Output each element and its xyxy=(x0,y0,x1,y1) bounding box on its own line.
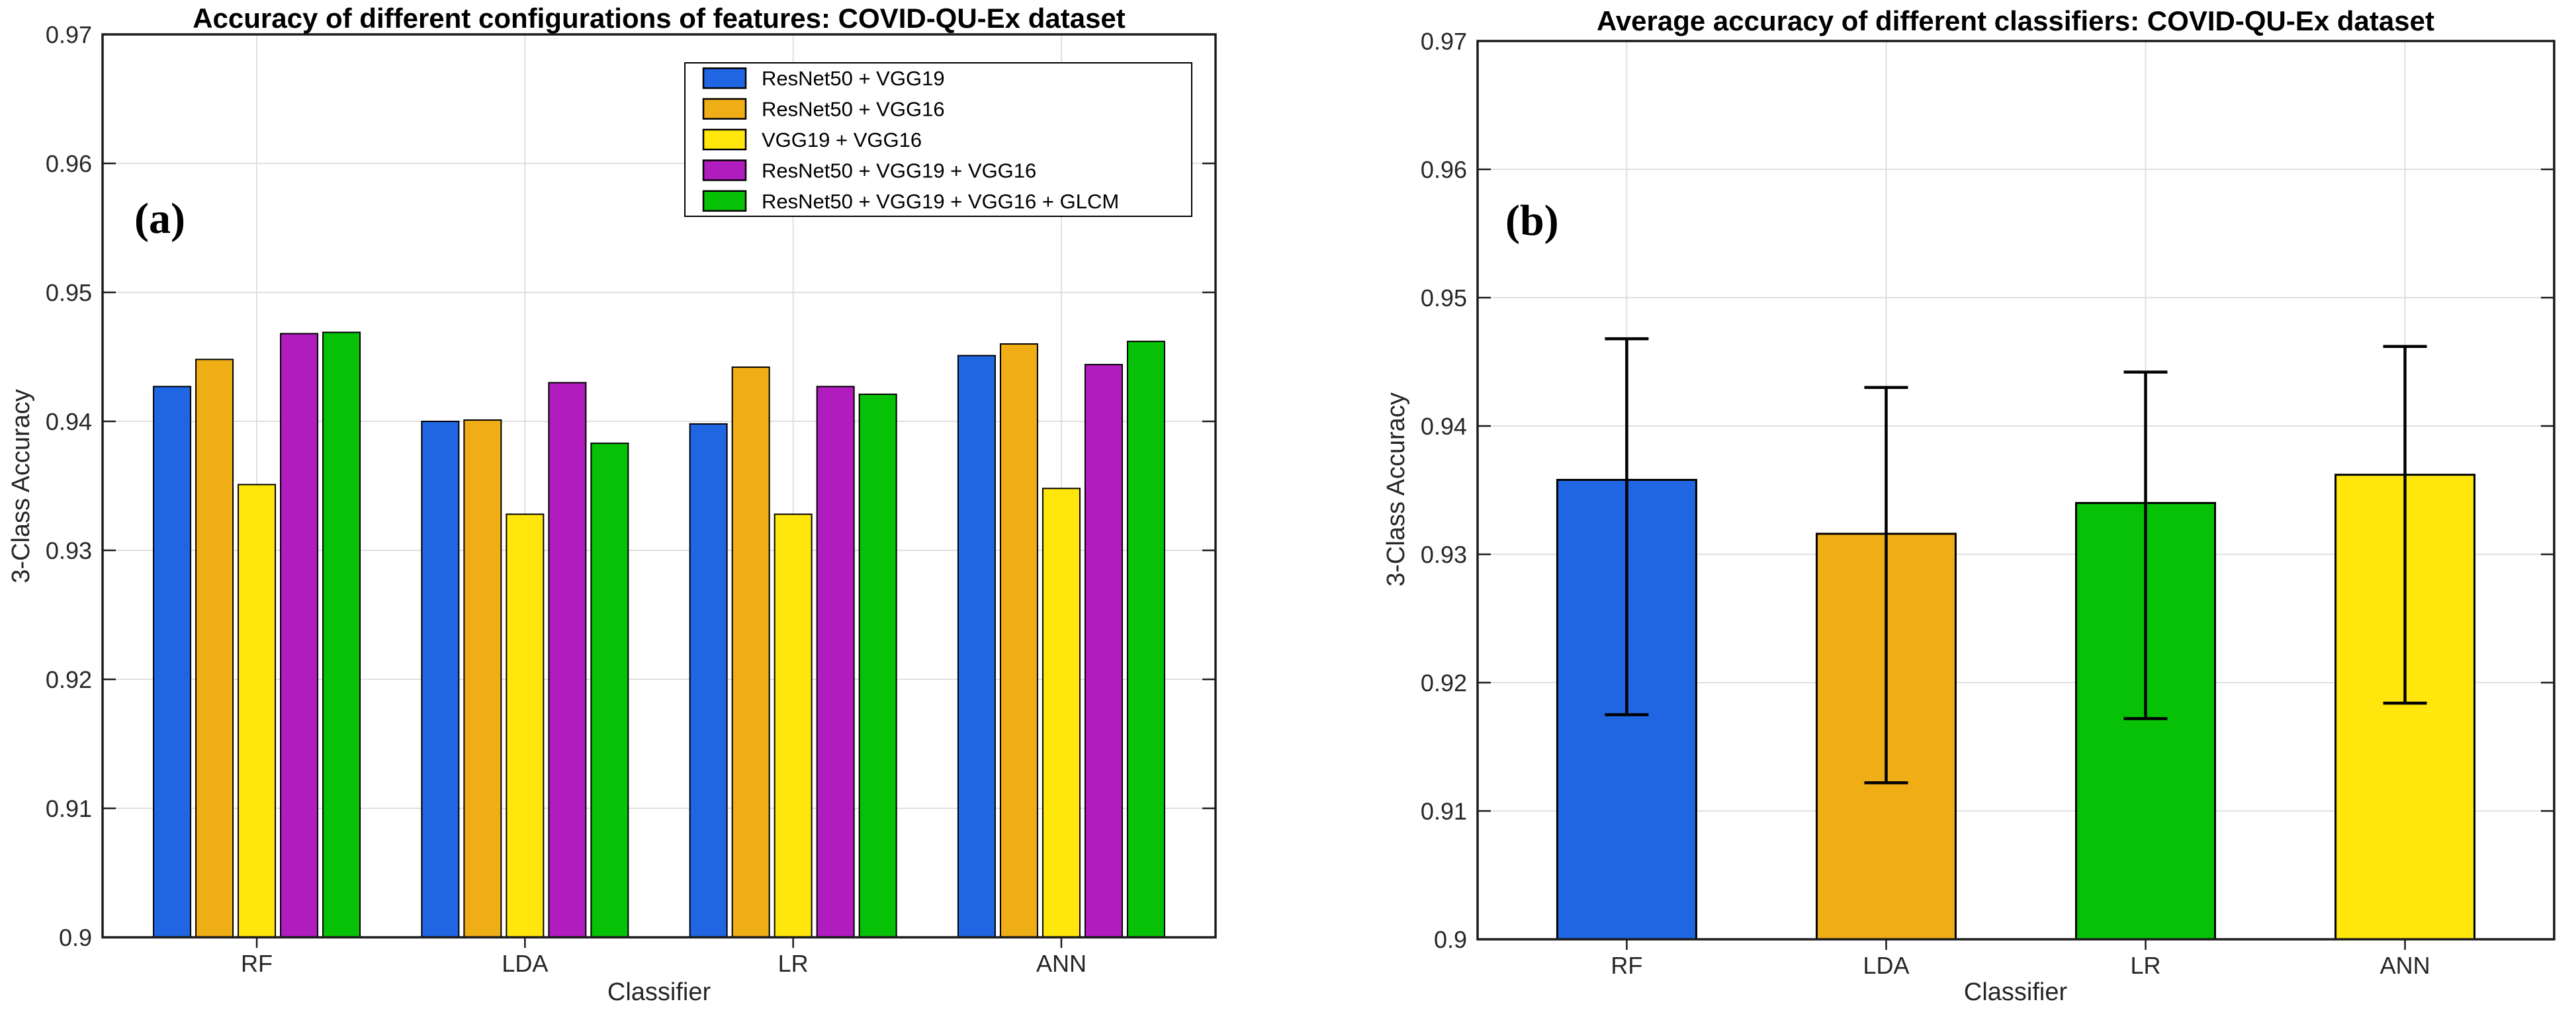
x-tick-label: ANN xyxy=(1036,950,1087,977)
bar xyxy=(957,355,996,938)
bar xyxy=(1042,488,1081,938)
bar xyxy=(590,443,629,938)
bar xyxy=(153,386,192,938)
panel-b-title: Average accuracy of different classifier… xyxy=(1597,5,2434,36)
y-tick-label: 0.95 xyxy=(46,279,92,306)
legend-entry-label: VGG19 + VGG16 xyxy=(762,128,922,151)
panel-a-y-axis-label: 3-Class Accuracy xyxy=(7,389,35,583)
panel-b-y-axis-label: 3-Class Accuracy xyxy=(1382,392,1410,587)
legend-swatch xyxy=(702,128,747,151)
y-tick-label: 0.96 xyxy=(46,150,92,177)
x-tick-label: LR xyxy=(778,950,809,977)
legend-swatch xyxy=(702,159,747,181)
bar xyxy=(421,421,460,938)
y-tick-label: 0.91 xyxy=(46,795,92,822)
panel-a-annotation: (a) xyxy=(134,194,185,243)
x-tick-label: ANN xyxy=(2380,952,2430,979)
x-tick-label: LR xyxy=(2131,952,2161,979)
legend-entry-label: ResNet50 + VGG19 + VGG16 xyxy=(762,159,1036,182)
bar xyxy=(548,382,587,938)
y-tick-label: 0.91 xyxy=(1421,798,1467,825)
bar xyxy=(238,484,277,938)
bar xyxy=(689,423,728,938)
panel-a-plot-border xyxy=(101,33,1217,939)
y-tick-label: 0.95 xyxy=(1421,284,1467,312)
legend-swatch xyxy=(702,98,747,120)
bar xyxy=(999,343,1038,938)
y-tick-label: 0.96 xyxy=(1421,156,1467,183)
bar xyxy=(506,513,545,938)
y-tick-label: 0.9 xyxy=(1434,926,1467,953)
panel-a-bars xyxy=(153,331,1165,938)
y-tick-label: 0.92 xyxy=(1421,669,1467,697)
bar xyxy=(195,359,234,938)
panel-b: 0.9 0.91 0.92 0.93 0.94 0.95 0.96 0.97 RF LDA LR AN… xyxy=(1382,5,2555,1006)
bar xyxy=(731,366,770,938)
panel-b-plot-border xyxy=(1476,40,2555,941)
y-tick-label: 0.92 xyxy=(46,666,92,693)
y-tick-label: 0.9 xyxy=(59,924,92,951)
bar xyxy=(322,331,361,938)
bar xyxy=(1126,341,1165,938)
bar xyxy=(1084,364,1123,938)
y-tick-label: 0.93 xyxy=(1421,541,1467,568)
y-tick-label: 0.97 xyxy=(1421,28,1467,55)
x-tick-label: RF xyxy=(241,950,273,977)
panel-b-annotation: (b) xyxy=(1505,196,1559,245)
panel-a: 0.9 0.91 0.92 0.93 0.94 0.95 0.96 0.97 RF LDA LR AN… xyxy=(7,3,1217,1006)
bar xyxy=(858,394,897,938)
legend-entry-label: ResNet50 + VGG16 xyxy=(762,98,945,121)
panel-a-tick-labels: 0.9 0.91 0.92 0.93 0.94 0.95 0.96 0.97 RF LDA LR AN… xyxy=(46,21,1087,977)
x-tick-label: RF xyxy=(1611,952,1642,979)
legend-swatch xyxy=(702,190,747,212)
bar xyxy=(463,419,502,938)
bar xyxy=(774,513,813,938)
bar xyxy=(816,386,855,938)
legend-box xyxy=(684,62,1192,217)
legend-entry-label: ResNet50 + VGG19 xyxy=(762,67,945,90)
panel-a-legend: ResNet50 + VGG19 ResNet50 + VGG16 VGG19 + … xyxy=(684,62,1192,217)
panel-a-x-axis-label: Classifier xyxy=(607,978,711,1006)
panel-a-title: Accuracy of different configurations of … xyxy=(193,3,1126,34)
y-tick-label: 0.93 xyxy=(46,537,92,564)
bar xyxy=(280,333,319,938)
y-tick-label: 0.94 xyxy=(46,408,92,435)
panel-b-tick-labels: 0.9 0.91 0.92 0.93 0.94 0.95 0.96 0.97 RF LDA LR AN… xyxy=(1421,28,2430,979)
panel-b-bars xyxy=(1556,337,2476,941)
x-tick-label: LDA xyxy=(1863,952,1909,979)
y-tick-label: 0.97 xyxy=(46,21,92,48)
legend-swatch xyxy=(702,67,747,89)
x-tick-label: LDA xyxy=(502,950,548,977)
legend-entry-label: ResNet50 + VGG19 + VGG16 + GLCM xyxy=(762,190,1119,213)
y-tick-label: 0.94 xyxy=(1421,413,1467,440)
panel-b-x-axis-label: Classifier xyxy=(1964,978,2068,1006)
